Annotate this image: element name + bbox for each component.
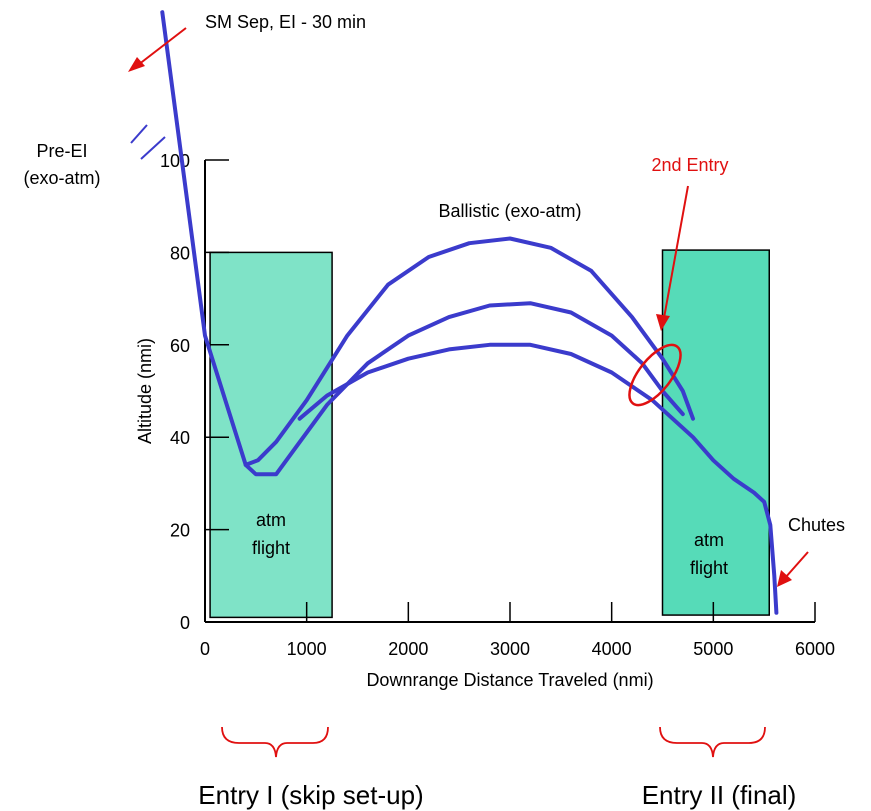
chutes-arrow-shaft — [784, 551, 809, 579]
entry-1-label: Entry I (skip set-up) — [198, 780, 423, 810]
atm-flight-label-1-line2: flight — [252, 538, 290, 558]
second-entry-arrow-shaft — [663, 185, 689, 319]
x-tick-label: 6000 — [795, 639, 835, 659]
axis-break-mark-upper — [130, 124, 148, 144]
second-entry-highlight-ellipse — [628, 343, 682, 407]
ballistic-label: Ballistic (exo-atm) — [438, 201, 581, 221]
atm-flight-region-1 — [209, 251, 333, 619]
axis-ticks: 0 1000 2000 3000 4000 5000 6000 0 20 40 60 80 100 — [160, 151, 835, 659]
second-entry-arrow-head — [656, 314, 670, 331]
sm-sep-arrow-shaft — [137, 27, 187, 66]
chutes-label: Chutes — [788, 515, 845, 535]
x-tick-label: 4000 — [592, 639, 632, 659]
entry-2-brace — [659, 726, 766, 758]
sm-sep-arrow-head — [128, 57, 145, 72]
x-axis-label: Downrange Distance Traveled (nmi) — [366, 670, 653, 690]
chutes-arrow-head — [777, 570, 792, 587]
pre-ei-label-line2: (exo-atm) — [23, 168, 100, 188]
atm-flight-label-2-line1: atm — [694, 530, 724, 550]
pre-ei-label-line1: Pre-EI — [36, 141, 87, 161]
y-tick-label: 0 — [180, 613, 190, 633]
y-tick-label: 60 — [170, 336, 190, 356]
atm-flight-label-2-line2: flight — [690, 558, 728, 578]
sm-sep-label: SM Sep, EI - 30 min — [205, 12, 366, 32]
trajectory-line-1 — [160, 10, 695, 467]
y-tick-label: 80 — [170, 243, 190, 263]
entry-2-label: Entry II (final) — [642, 780, 797, 810]
atm-flight-region-2 — [661, 249, 770, 616]
second-entry-label: 2nd Entry — [651, 155, 728, 175]
x-tick-label: 2000 — [388, 639, 428, 659]
entry-1-brace — [221, 726, 329, 758]
axis-break-mark-lower — [140, 136, 166, 160]
x-tick-label: 5000 — [693, 639, 733, 659]
x-tick-label: 1000 — [287, 639, 327, 659]
x-tick-label: 0 — [200, 639, 210, 659]
trajectory-line-2 — [243, 301, 685, 477]
y-tick-label: 20 — [170, 521, 190, 541]
y-tick-label: 100 — [160, 151, 190, 171]
y-tick-label: 40 — [170, 428, 190, 448]
atm-flight-regions — [209, 249, 770, 619]
atm-flight-label-1-line1: atm — [256, 510, 286, 530]
x-tick-label: 3000 — [490, 639, 530, 659]
y-axis-label: Altitude (nmi) — [135, 338, 155, 444]
